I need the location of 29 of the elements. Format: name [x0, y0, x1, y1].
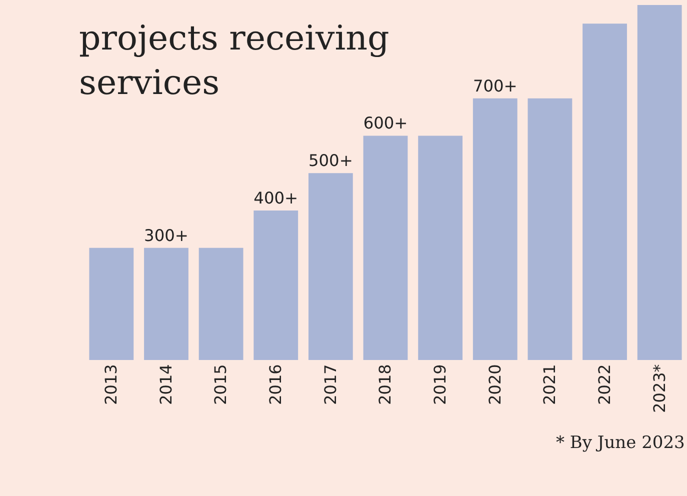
x-tick-label: 2015 [211, 364, 230, 405]
bar [528, 98, 572, 360]
bar [363, 136, 408, 360]
data-label: 600+ [363, 114, 408, 133]
bar [472, 98, 518, 360]
x-tick-label: 2022 [594, 364, 614, 405]
bar [308, 173, 353, 360]
bar [89, 248, 134, 360]
x-tick-label: 2021 [540, 364, 560, 405]
x-tick-label: 2018 [376, 364, 395, 405]
bar [198, 248, 244, 360]
x-tick-label: 2019 [430, 364, 450, 405]
data-label: 500+ [308, 151, 353, 170]
bar [637, 5, 682, 360]
x-tick-label: 2023* [650, 364, 669, 413]
x-tick-label: 2017 [320, 364, 340, 405]
bar [254, 210, 298, 360]
text: * By June 2023 [556, 433, 685, 453]
x-tick-label: 2013 [102, 364, 121, 405]
text: projects receiving services [79, 18, 390, 103]
data-label: 400+ [254, 188, 298, 208]
bar [582, 24, 627, 360]
x-tick-label: 2016 [266, 364, 286, 405]
bar [144, 248, 188, 360]
data-label: 300+ [144, 226, 188, 245]
x-tick-label: 2014 [156, 364, 176, 405]
data-label: 700+ [472, 76, 518, 96]
x-tick-label: 2020 [485, 364, 504, 405]
bar [418, 136, 463, 360]
